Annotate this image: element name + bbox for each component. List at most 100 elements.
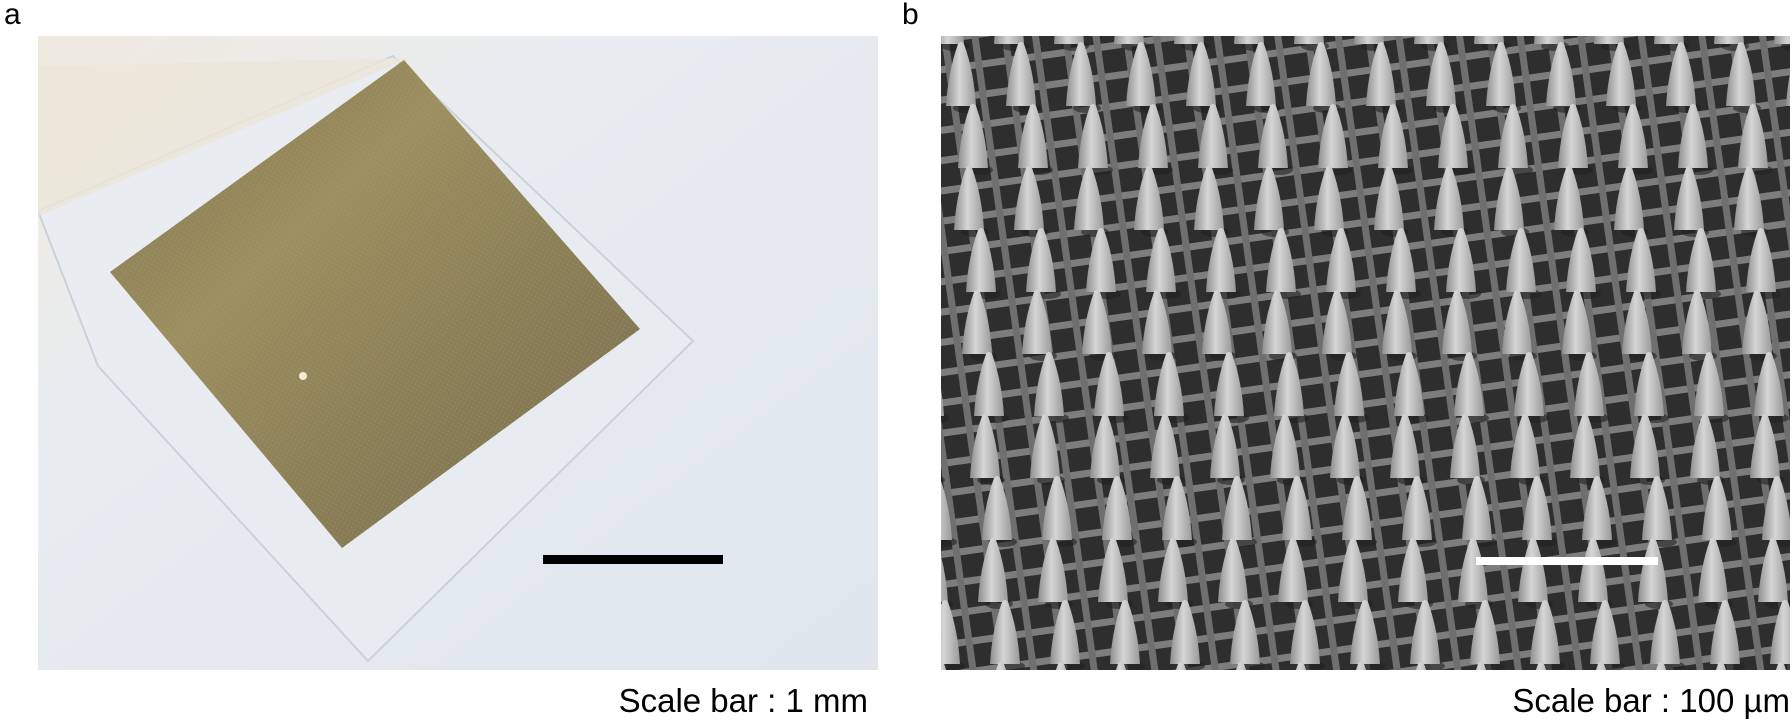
microneedle [1378,104,1408,168]
microneedle [1742,290,1772,354]
microneedle [1330,414,1360,478]
microneedle [1034,352,1064,416]
microneedle [1606,42,1636,106]
microneedle [1138,104,1168,168]
microneedle [1654,36,1684,44]
microneedle [1494,166,1524,230]
microneedle [1282,476,1312,540]
microneedle [1590,600,1620,664]
microneedle [1154,352,1184,416]
microneedle [1754,352,1784,416]
scale-bar-a [543,555,723,564]
microneedle [1626,228,1656,292]
microneedle [1475,662,1487,670]
microneedle [958,104,988,168]
microneedle [1030,414,1060,478]
microneedle-array [941,36,1790,670]
microneedle [1194,166,1224,230]
microneedle [1595,662,1607,670]
dust-speck [299,372,307,380]
microneedle [974,352,1004,416]
microneedle [1702,476,1732,540]
microneedle [1294,36,1324,44]
microneedle [1518,538,1548,602]
microneedle [1218,538,1248,602]
microneedle [1246,42,1276,106]
gold-patch-texture [110,60,640,548]
microneedle [1506,228,1536,292]
microneedle [941,389,944,416]
microneedle [1382,290,1412,354]
microneedle [1486,42,1516,106]
microneedle [1554,166,1584,230]
microneedle [1230,600,1260,664]
microneedle [1374,166,1404,230]
microneedle [1458,538,1488,602]
microneedle [1175,662,1187,670]
microneedle [1214,352,1244,416]
microneedle [1762,476,1790,540]
microneedle [1086,228,1116,292]
microneedle [1134,166,1164,230]
microneedle [1082,290,1112,354]
microneedle [1750,414,1780,478]
microneedle [1334,352,1364,416]
microneedle [941,556,948,602]
microneedle [1290,600,1320,664]
microneedle [1414,36,1444,44]
scale-caption-b: Scale bar : 100 µm [1512,682,1790,719]
microneedle [1102,476,1132,540]
microneedle [1535,662,1547,670]
microneedle [1006,42,1036,106]
microneedle [1254,166,1284,230]
microneedle [1366,42,1396,106]
microneedle [1594,36,1624,44]
microneedle [1146,228,1176,292]
microneedle [1018,104,1048,168]
panel-b-label: b [902,0,919,31]
microneedle [1314,166,1344,230]
microneedle [1562,290,1592,354]
microneedle [994,36,1024,44]
microneedle [1450,414,1480,478]
microneedle [1734,166,1764,230]
microneedle [982,476,1012,540]
microneedle [1534,36,1564,44]
microneedle [1142,290,1172,354]
microneedle [1415,662,1427,670]
microneedle [1738,104,1768,168]
microneedle [1322,290,1352,354]
microneedle [1066,42,1096,106]
microneedle [1042,476,1072,540]
microneedle [1726,42,1756,106]
microneedle [1270,414,1300,478]
microneedle [1235,662,1247,670]
microneedle-shadow [941,476,945,484]
microneedle [1510,414,1540,478]
microneedle [1222,476,1252,540]
microneedle [1354,36,1384,44]
microneedle [1110,600,1140,664]
microneedle [1014,166,1044,230]
microneedle [1574,352,1604,416]
microneedle [1655,662,1667,670]
microneedle [1078,104,1108,168]
microneedle [941,36,964,44]
microneedle [1622,290,1652,354]
microneedle [941,600,960,664]
microneedle [1678,104,1708,168]
microneedle [1050,600,1080,664]
microneedle [1386,228,1416,292]
sem-graphic [941,36,1790,670]
microneedle [1686,228,1716,292]
microneedle [1295,662,1307,670]
microneedle [1710,600,1740,664]
microneedle [1634,352,1664,416]
microneedle [1210,414,1240,478]
microneedle [1258,104,1288,168]
microneedle [1170,600,1200,664]
microneedle [1566,228,1596,292]
microneedle [1262,290,1292,354]
microneedle [1578,538,1608,602]
microneedle [1338,538,1368,602]
